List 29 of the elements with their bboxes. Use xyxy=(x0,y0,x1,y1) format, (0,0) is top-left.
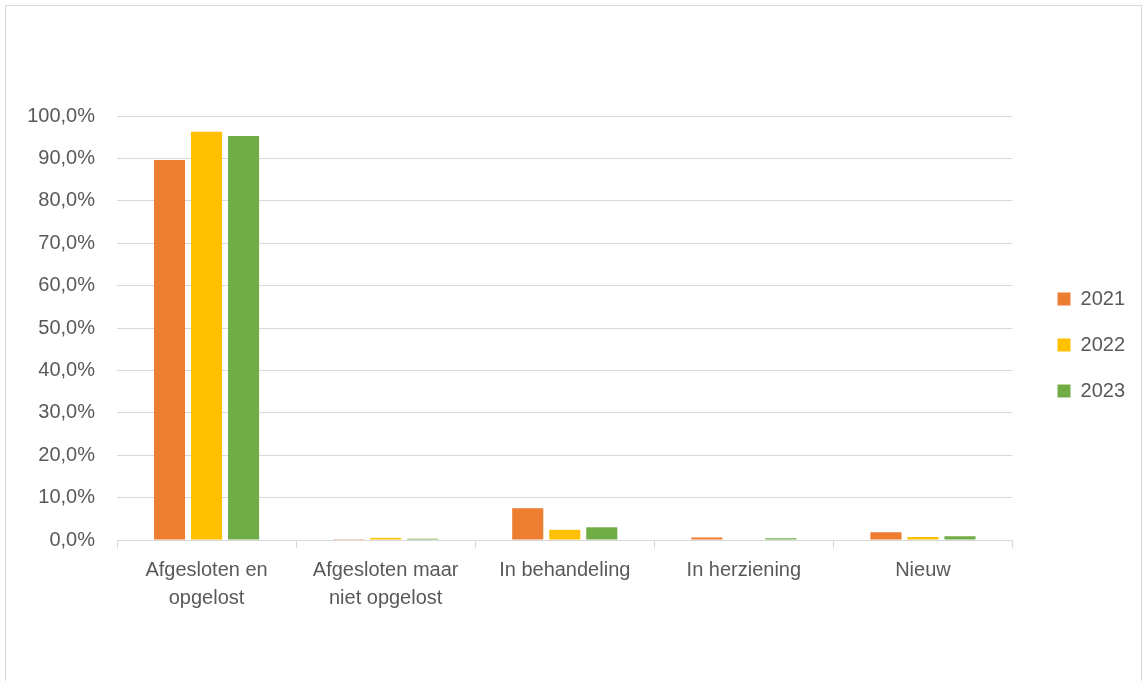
y-tick-label: 50,0% xyxy=(38,315,96,338)
x-tick-label: In herziening xyxy=(686,557,802,580)
y-tick-label: 30,0% xyxy=(38,400,96,423)
bar xyxy=(870,532,902,540)
bar xyxy=(586,527,618,540)
bar xyxy=(549,529,581,540)
bar xyxy=(944,536,976,540)
y-tick-label: 20,0% xyxy=(38,442,96,465)
y-tick-label: 0,0% xyxy=(49,527,96,550)
y-tick-label: 10,0% xyxy=(38,485,96,508)
bar xyxy=(691,537,723,540)
bar xyxy=(191,131,223,540)
y-tick-label: 90,0% xyxy=(38,145,96,168)
y-tick-label: 100,0% xyxy=(27,103,96,126)
x-tick-label: In behandeling xyxy=(499,557,631,580)
legend-label: 2022 xyxy=(1080,332,1126,355)
y-tick-label: 70,0% xyxy=(38,230,96,253)
x-tick-label: Nieuw xyxy=(895,557,952,580)
bar xyxy=(153,160,186,540)
bar xyxy=(907,537,939,540)
x-tick-label: Afgesloten maar niet opgelost xyxy=(312,557,459,608)
bar xyxy=(512,508,544,540)
y-tick-label: 40,0% xyxy=(38,357,96,380)
bar xyxy=(228,135,260,540)
x-tick-label: Afgesloten en opgelost xyxy=(145,557,268,608)
y-tick-label: 80,0% xyxy=(38,188,96,211)
y-tick-label: 60,0% xyxy=(38,273,96,296)
legend-label: 2023 xyxy=(1080,378,1126,401)
legend-label: 2021 xyxy=(1080,286,1126,309)
